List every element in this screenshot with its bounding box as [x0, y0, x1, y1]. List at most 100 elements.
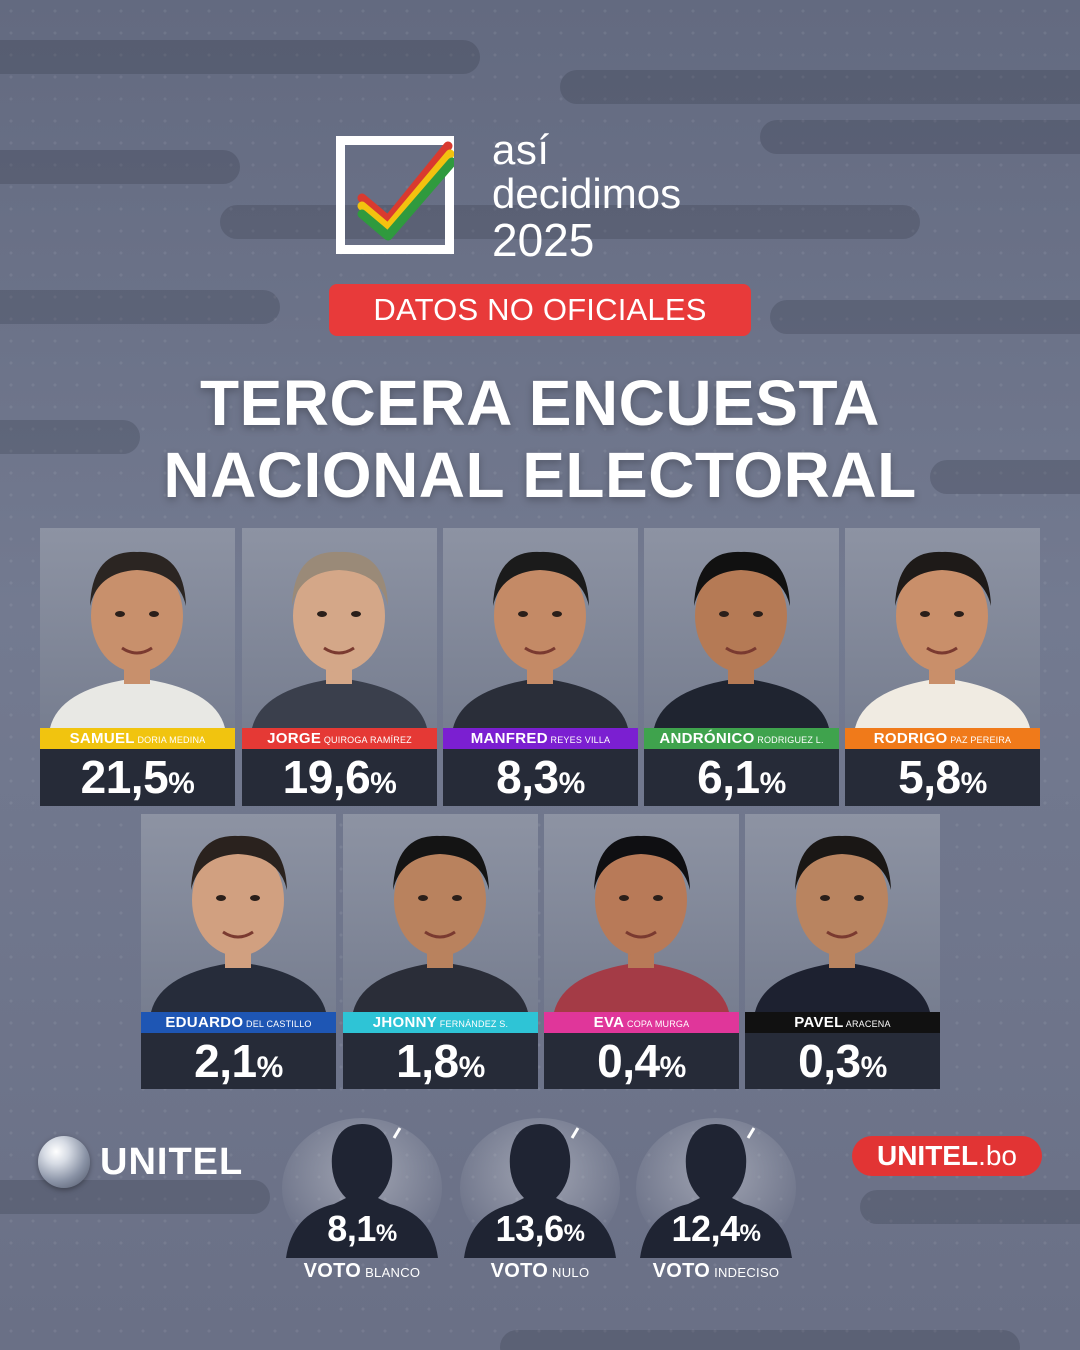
candidate-percentage: 0,3% [745, 1033, 940, 1089]
candidate-card: PAVEL ARACENA 0,3% [745, 814, 940, 1089]
candidate-name: RODRIGO PAZ PEREIRA [845, 728, 1040, 749]
candidate-last-name: ARACENA [843, 1019, 891, 1029]
candidate-percentage: 2,1% [141, 1033, 336, 1089]
bg-stripe [0, 150, 240, 184]
candidate-card: EDUARDO DEL CASTILLO 2,1% [141, 814, 336, 1089]
logo-line1: así [492, 126, 550, 173]
portrait-icon [252, 551, 427, 728]
unitel-bo-suffix: .bo [978, 1140, 1018, 1171]
person-silhouette-icon [282, 1118, 442, 1258]
bg-stripe [500, 1330, 1020, 1350]
candidate-last-name: DEL CASTILLO [243, 1019, 312, 1029]
percentage-value: 1,8 [396, 1035, 459, 1087]
vote-label: VOTO INDECISO [636, 1260, 796, 1283]
percentage-value: 0,3 [798, 1035, 861, 1087]
candidate-card: RODRIGO PAZ PEREIRA 5,8% [845, 528, 1040, 806]
percent-sign: % [759, 767, 787, 800]
vote-percentage-value: 13,6 [495, 1208, 565, 1249]
candidate-photo [845, 528, 1040, 728]
vote-label-main: VOTO [652, 1260, 711, 1282]
candidate-name: MANFRED REYES VILLA [443, 728, 638, 749]
person-silhouette-icon [460, 1118, 620, 1258]
candidate-photo [745, 814, 940, 1012]
vote-label-type: INDECISO [710, 1265, 780, 1280]
candidate-percentage: 19,6% [242, 749, 437, 806]
candidate-last-name: REYES VILLA [547, 735, 611, 745]
candidate-name: EVA COPA MURGA [544, 1012, 739, 1033]
logo-year: 2025 [492, 214, 595, 266]
candidate-percentage: 0,4% [544, 1033, 739, 1089]
vote-block: 13,6% VOTO NULO [460, 1118, 620, 1288]
vote-label-type: NULO [548, 1265, 590, 1280]
title-line1: TERCERA ENCUESTA [199, 367, 881, 439]
unitel-logo: UNITEL [38, 1136, 243, 1188]
percent-sign: % [659, 1051, 687, 1084]
percentage-value: 21,5 [80, 751, 169, 803]
candidate-photo [141, 814, 336, 1012]
logo-line2: decidimos [492, 170, 682, 217]
candidate-name: EDUARDO DEL CASTILLO [141, 1012, 336, 1033]
candidate-percentage: 1,8% [343, 1033, 538, 1089]
portrait-icon [353, 835, 528, 1012]
candidate-last-name: FERNÁNDEZ S. [437, 1019, 509, 1029]
percent-sign: % [739, 1220, 761, 1247]
vote-percentage-value: 8,1 [327, 1208, 376, 1249]
candidate-photo [443, 528, 638, 728]
candidate-first-name: SAMUEL [69, 730, 135, 747]
candidate-photo [343, 814, 538, 1012]
candidate-card: EVA COPA MURGA 0,4% [544, 814, 739, 1089]
candidate-name: JORGE QUIROGA RAMÍREZ [242, 728, 437, 749]
vote-percentage: 13,6% [460, 1208, 620, 1250]
bg-stripe [770, 300, 1080, 334]
vote-label: VOTO BLANCO [282, 1260, 442, 1283]
candidate-first-name: JHONNY [372, 1014, 438, 1031]
person-silhouette-icon [636, 1118, 796, 1258]
candidate-card: SAMUEL DORIA MEDINA 21,5% [40, 528, 235, 806]
percentage-value: 0,4 [597, 1035, 660, 1087]
percentage-value: 5,8 [898, 751, 961, 803]
candidate-card: MANFRED REYES VILLA 8,3% [443, 528, 638, 806]
candidate-name: JHONNY FERNÁNDEZ S. [343, 1012, 538, 1033]
unitel-logo-text: UNITEL [100, 1140, 244, 1183]
candidate-first-name: JORGE [267, 730, 322, 747]
vote-percentage: 8,1% [282, 1208, 442, 1250]
percent-sign: % [960, 767, 988, 800]
candidate-last-name: RODRIGUEZ L. [754, 735, 824, 745]
bg-stripe [930, 460, 1080, 494]
portrait-icon [755, 835, 930, 1012]
candidate-card: ANDRÓNICO RODRIGUEZ L. 6,1% [644, 528, 839, 806]
candidate-first-name: MANFRED [470, 730, 548, 747]
candidate-photo [242, 528, 437, 728]
candidate-last-name: COPA MURGA [624, 1019, 690, 1029]
candidate-first-name: EDUARDO [165, 1014, 244, 1031]
percent-sign: % [558, 767, 586, 800]
unofficial-badge: DATOS NO OFICIALES [329, 284, 751, 336]
candidate-photo [644, 528, 839, 728]
candidate-name: SAMUEL DORIA MEDINA [40, 728, 235, 749]
candidate-name: ANDRÓNICO RODRIGUEZ L. [644, 728, 839, 749]
portrait-icon [855, 551, 1030, 728]
percentage-value: 8,3 [496, 751, 559, 803]
bg-stripe [760, 120, 1080, 154]
candidate-photo [40, 528, 235, 728]
percentage-value: 2,1 [194, 1035, 257, 1087]
candidate-percentage: 8,3% [443, 749, 638, 806]
title-line2: NACIONAL ELECTORAL [163, 439, 917, 511]
vote-label-type: BLANCO [361, 1265, 421, 1280]
bg-stripe [0, 40, 480, 74]
candidate-last-name: QUIROGA RAMÍREZ [321, 735, 412, 745]
percentage-value: 19,6 [282, 751, 371, 803]
bg-stripe [560, 70, 1080, 104]
candidate-percentage: 21,5% [40, 749, 235, 806]
percent-sign: % [256, 1051, 284, 1084]
candidate-photo [544, 814, 739, 1012]
percent-sign: % [563, 1220, 585, 1247]
portrait-icon [654, 551, 829, 728]
portrait-icon [554, 835, 729, 1012]
percent-sign: % [458, 1051, 486, 1084]
checkmark-icon [357, 141, 454, 241]
vote-block: 8,1% VOTO BLANCO [282, 1118, 442, 1288]
bg-stripe [0, 290, 280, 324]
candidate-name: PAVEL ARACENA [745, 1012, 940, 1033]
candidate-last-name: DORIA MEDINA [134, 735, 206, 745]
